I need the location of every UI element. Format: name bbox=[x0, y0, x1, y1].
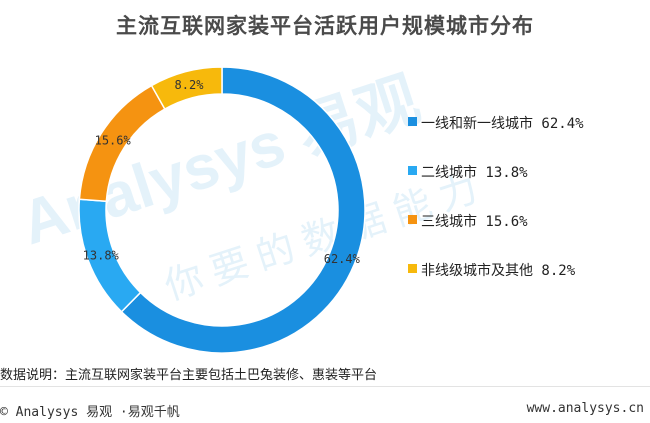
footer-source: © Analysys 易观 ·易观千帆 bbox=[0, 405, 180, 420]
donut-slice bbox=[120, 66, 366, 354]
legend-label: 二线城市 13.8% bbox=[421, 165, 528, 181]
legend-swatch bbox=[408, 117, 417, 126]
legend-item: 三线城市 15.6% bbox=[408, 211, 648, 230]
legend-label: 非线级城市及其他 8.2% bbox=[421, 263, 576, 279]
donut-slice bbox=[150, 66, 223, 111]
legend-swatch bbox=[408, 166, 417, 175]
slice-value-label: 13.8% bbox=[83, 248, 120, 262]
legend-item: 一线和新一线城市 62.4% bbox=[408, 113, 648, 132]
slice-value-label: 62.4% bbox=[324, 252, 361, 266]
legend-item: 非线级城市及其他 8.2% bbox=[408, 260, 648, 279]
legend-label: 一线和新一线城市 62.4% bbox=[421, 116, 584, 132]
legend-swatch bbox=[408, 215, 417, 224]
legend-item: 二线城市 13.8% bbox=[408, 162, 648, 181]
legend: 一线和新一线城市 62.4% 二线城市 13.8% 三线城市 15.6% 非线级… bbox=[408, 113, 648, 309]
footer-divider bbox=[0, 386, 650, 387]
slice-value-label: 8.2% bbox=[175, 78, 205, 92]
slice-value-label: 15.6% bbox=[95, 134, 132, 148]
chart-title: 主流互联网家装平台活跃用户规模城市分布 bbox=[116, 14, 534, 38]
data-note: 数据说明：主流互联网家装平台主要包括土巴兔装修、惠装等平台 bbox=[0, 368, 378, 383]
legend-swatch bbox=[408, 264, 417, 273]
footer-website: www.analysys.cn bbox=[526, 401, 644, 416]
legend-label: 三线城市 15.6% bbox=[421, 214, 528, 230]
